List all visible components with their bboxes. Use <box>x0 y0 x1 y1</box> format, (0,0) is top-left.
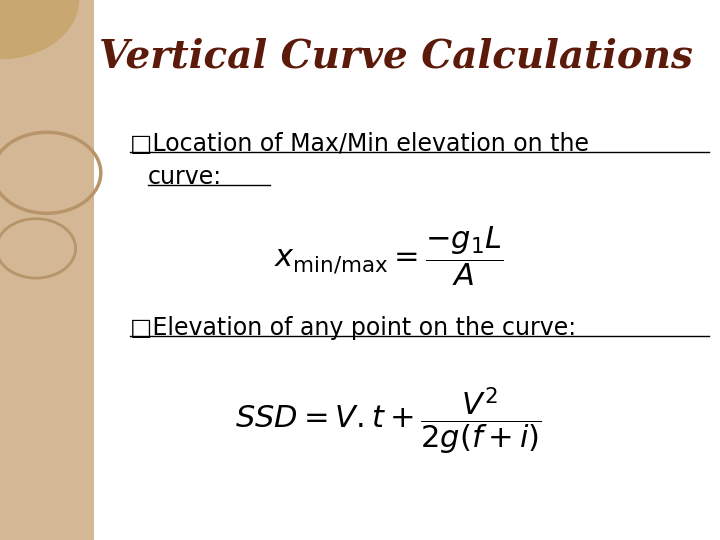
Text: □Location of Max/Min elevation on the: □Location of Max/Min elevation on the <box>130 132 589 156</box>
Text: $SSD = V.t + \dfrac{V^2}{2g(f+i)}$: $SSD = V.t + \dfrac{V^2}{2g(f+i)}$ <box>235 386 542 457</box>
Text: curve:: curve: <box>148 165 222 188</box>
Text: $x_{\mathrm{min/max}} = \dfrac{-g_1 L}{A}$: $x_{\mathrm{min/max}} = \dfrac{-g_1 L}{A… <box>274 224 503 288</box>
Text: □Elevation of any point on the curve:: □Elevation of any point on the curve: <box>130 316 576 340</box>
Text: Vertical Curve Calculations: Vertical Curve Calculations <box>99 38 693 76</box>
